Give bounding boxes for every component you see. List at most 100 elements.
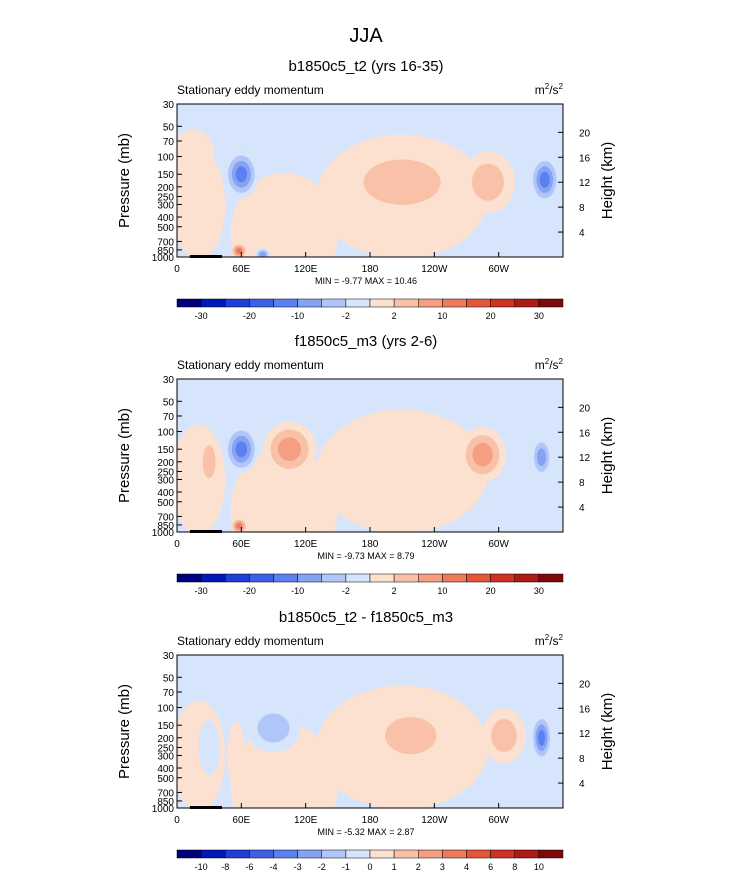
height-tick-label: 4 bbox=[579, 503, 585, 514]
colorbar-box bbox=[369, 849, 395, 859]
colorbar-label: -30 bbox=[195, 586, 208, 596]
colorbar-box bbox=[249, 849, 274, 859]
contour-blob bbox=[177, 129, 215, 185]
y-tick-label: 200 bbox=[157, 458, 174, 469]
colorbar-box bbox=[466, 573, 491, 583]
height-tick-label: 12 bbox=[579, 729, 591, 740]
y-tick-label: 1000 bbox=[152, 253, 175, 264]
colorbar-box bbox=[490, 573, 515, 583]
colorbar-label: -30 bbox=[195, 311, 208, 321]
colorbar-box bbox=[225, 298, 250, 308]
y-tick-label: 700 bbox=[157, 237, 174, 248]
colorbar-box bbox=[418, 573, 443, 583]
contour-blob bbox=[363, 159, 441, 205]
colorbar-box bbox=[176, 573, 202, 583]
colorbar-box bbox=[200, 573, 226, 583]
colorbar-label: -6 bbox=[245, 862, 253, 872]
y-tick-label: 150 bbox=[157, 445, 174, 456]
x-tick-label: 120W bbox=[421, 815, 448, 826]
colorbar-label: -2 bbox=[342, 586, 350, 596]
y-tick-label: 200 bbox=[157, 183, 174, 194]
units-label: m2/s2 bbox=[535, 633, 564, 648]
right-axis-title: Height (km) bbox=[599, 142, 616, 220]
y-tick-label: 100 bbox=[157, 428, 174, 439]
right-axis-title: Height (km) bbox=[599, 693, 616, 771]
contour-blob bbox=[278, 437, 302, 462]
x-tick-label: 60E bbox=[232, 815, 250, 826]
colorbar-label: 10 bbox=[534, 862, 544, 872]
x-tick-label: 60W bbox=[488, 815, 509, 826]
field-band bbox=[230, 447, 338, 532]
colorbar-box bbox=[466, 298, 491, 308]
colorbar-label: 4 bbox=[464, 862, 469, 872]
y-tick-label: 70 bbox=[163, 137, 175, 148]
colorbar-label: 10 bbox=[437, 586, 447, 596]
x-tick-label: 60E bbox=[232, 539, 250, 550]
units-label: m2/s2 bbox=[535, 82, 564, 97]
colorbar-label: 20 bbox=[486, 311, 496, 321]
colorbar-label: -20 bbox=[243, 586, 256, 596]
colorbar-box bbox=[442, 573, 467, 583]
height-tick-label: 12 bbox=[579, 178, 591, 189]
contour-blob bbox=[227, 721, 245, 790]
field-band bbox=[230, 172, 338, 257]
colorbar-label: 1 bbox=[392, 862, 397, 872]
colorbar-label: 2 bbox=[392, 586, 397, 596]
colorbar-box bbox=[225, 573, 250, 583]
colorbar-box bbox=[393, 573, 419, 583]
y-tick-label: 150 bbox=[157, 721, 174, 732]
colorbar-box bbox=[297, 298, 322, 308]
height-tick-label: 16 bbox=[579, 153, 591, 164]
height-tick-label: 20 bbox=[579, 403, 591, 414]
y-tick-label: 400 bbox=[157, 213, 174, 224]
colorbar-label: -20 bbox=[243, 311, 256, 321]
contour-blob bbox=[472, 442, 493, 467]
colorbar-box bbox=[273, 573, 298, 583]
y-tick-label: 150 bbox=[157, 170, 174, 181]
y-tick-label: 30 bbox=[163, 100, 175, 111]
colorbar-box bbox=[514, 849, 540, 859]
colorbar-box bbox=[514, 298, 540, 308]
contour-blob bbox=[536, 448, 547, 467]
units-label: m2/s2 bbox=[535, 357, 564, 372]
height-tick-label: 12 bbox=[579, 453, 591, 464]
x-tick-label: 180 bbox=[362, 815, 379, 826]
x-tick-label: 60E bbox=[232, 264, 250, 275]
min-max-text: MIN = -5.32 MAX = 2.87 bbox=[317, 827, 414, 837]
contour-blob bbox=[202, 445, 216, 479]
y-tick-label: 400 bbox=[157, 764, 174, 775]
height-tick-label: 20 bbox=[579, 679, 591, 690]
colorbar-label: -2 bbox=[318, 862, 326, 872]
y-tick-label: 500 bbox=[157, 223, 174, 234]
contour-blob bbox=[236, 523, 243, 529]
colorbar-box bbox=[442, 298, 467, 308]
x-tick-label: 0 bbox=[174, 815, 180, 826]
colorbar-box bbox=[538, 849, 564, 859]
colorbar-label: -2 bbox=[342, 311, 350, 321]
colorbar-label: -10 bbox=[291, 311, 304, 321]
y-tick-label: 850 bbox=[157, 797, 174, 808]
right-axis-title: Height (km) bbox=[599, 417, 616, 495]
height-tick-label: 8 bbox=[579, 478, 585, 489]
colorbar-box bbox=[176, 849, 202, 859]
y-tick-label: 250 bbox=[157, 744, 174, 755]
height-tick-label: 8 bbox=[579, 754, 585, 765]
y-tick-label: 850 bbox=[157, 246, 174, 257]
chart-title: b1850c5_t2 - f1850c5_m3 bbox=[279, 609, 453, 626]
height-tick-label: 4 bbox=[579, 228, 585, 239]
colorbar-box bbox=[200, 298, 226, 308]
colorbar-box bbox=[321, 573, 347, 583]
colorbar-box bbox=[490, 298, 515, 308]
contour-blob bbox=[198, 719, 220, 776]
y-tick-label: 500 bbox=[157, 498, 174, 509]
contour-field bbox=[177, 379, 563, 532]
chart-panel-3: b1850c5_t2 - f1850c5_m3 Stationary eddy m… bbox=[116, 609, 616, 872]
y-tick-label: 400 bbox=[157, 488, 174, 499]
height-tick-label: 4 bbox=[579, 779, 585, 790]
colorbar-box bbox=[369, 298, 395, 308]
contour-blob bbox=[491, 719, 517, 753]
colorbar-label: 2 bbox=[392, 311, 397, 321]
colorbar-label: -3 bbox=[294, 862, 302, 872]
colorbar-box bbox=[369, 573, 395, 583]
